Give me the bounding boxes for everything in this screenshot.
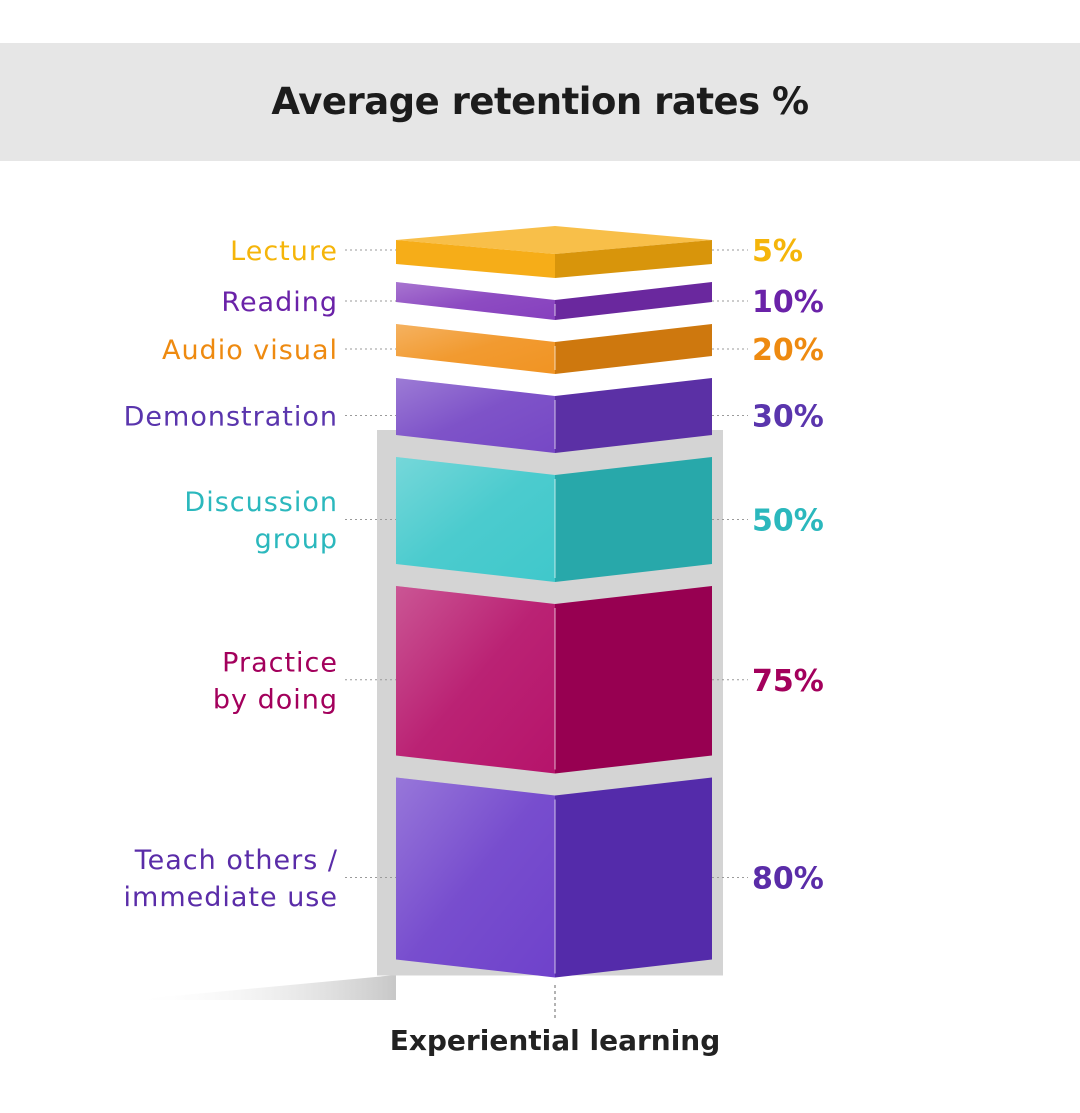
- bar-right-face: [555, 282, 712, 320]
- bar-right-face: [555, 777, 712, 978]
- bar-highlight: [396, 586, 555, 774]
- bar-practice-by-doing: [396, 586, 712, 774]
- bar-teach-others-immediate-use: [396, 777, 712, 978]
- category-label-line: Audio visual: [162, 335, 338, 366]
- category-label-line: Reading: [221, 287, 338, 318]
- category-label-line: Demonstration: [124, 402, 338, 433]
- bar-lecture: [396, 226, 712, 278]
- bar-right-face: [555, 457, 712, 582]
- floor-shadow: [130, 975, 396, 1000]
- title-band: [0, 43, 1080, 161]
- category-label-line: Teach others /: [134, 845, 338, 876]
- bar-demonstration: [396, 378, 712, 453]
- bar-discussion-group: [396, 457, 712, 582]
- value-label-teach-others-immediate-use: 80%: [752, 862, 824, 897]
- bar-top-face: [396, 226, 712, 254]
- category-label-demonstration: Demonstration: [124, 402, 338, 433]
- category-label-line: by doing: [213, 684, 338, 715]
- bar-highlight: [396, 282, 555, 320]
- value-label-discussion-group: 50%: [752, 504, 824, 539]
- chart-title: Average retention rates %: [271, 80, 809, 123]
- bar-highlight: [396, 378, 555, 453]
- category-label-line: Lecture: [230, 236, 338, 267]
- bar-audio-visual: [396, 324, 712, 374]
- bar-right-face: [555, 240, 712, 278]
- category-label-line: Practice: [222, 647, 338, 678]
- category-label-discussion-group: Discussion group: [184, 487, 338, 555]
- category-label-teach-others-immediate-use: Teach others / immediate use: [124, 845, 338, 913]
- category-label-practice-by-doing: Practice by doing: [213, 647, 338, 715]
- bar-highlight: [396, 777, 555, 978]
- category-label-line: Discussion: [184, 487, 338, 518]
- value-label-practice-by-doing: 75%: [752, 664, 824, 699]
- category-label-reading: Reading: [221, 287, 338, 318]
- x-axis-label: Experiential learning: [389, 1024, 721, 1057]
- value-label-demonstration: 30%: [752, 400, 824, 435]
- bar-highlight: [396, 324, 555, 374]
- value-label-reading: 10%: [752, 285, 824, 320]
- bar-right-face: [555, 586, 712, 774]
- bar-reading: [396, 282, 712, 320]
- category-label-lecture: Lecture: [230, 236, 338, 267]
- category-label-line: immediate use: [124, 882, 338, 913]
- bar-right-face: [555, 324, 712, 374]
- bar-left-face: [396, 240, 555, 278]
- value-label-audio-visual: 20%: [752, 333, 824, 368]
- bar-right-face: [555, 378, 712, 453]
- bar-highlight: [396, 457, 555, 582]
- value-label-lecture: 5%: [752, 234, 803, 269]
- category-label-line: group: [255, 524, 338, 555]
- category-label-audio-visual: Audio visual: [162, 335, 338, 366]
